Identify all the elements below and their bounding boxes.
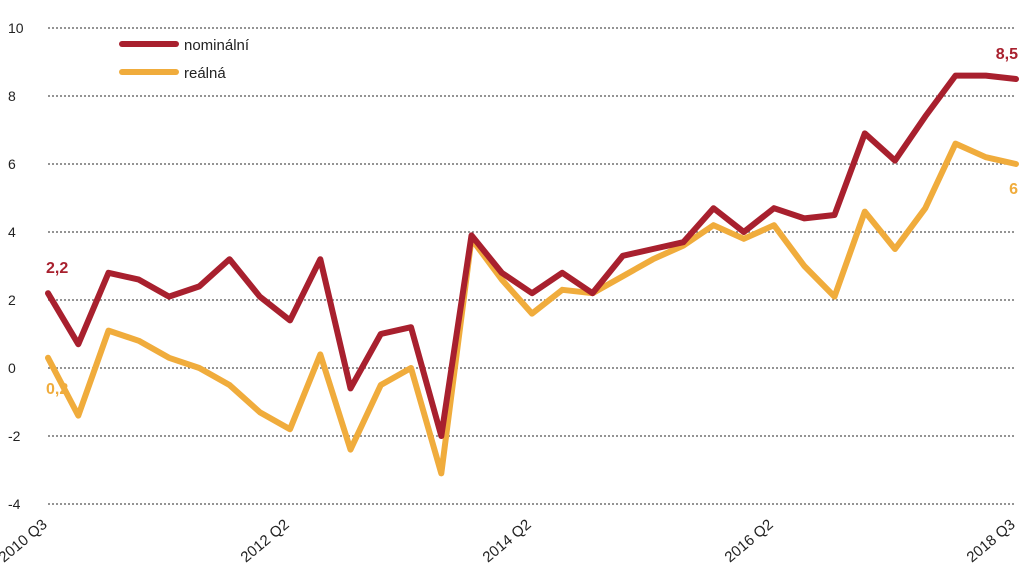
- series-line-nominalni: [45, 72, 1019, 439]
- data-label: 0,2: [46, 381, 68, 398]
- y-tick-label: -4: [8, 496, 21, 512]
- legend-label-nominalni: nominální: [184, 37, 250, 54]
- legend: nominální reálná: [119, 37, 250, 82]
- x-tick-label: 2012 Q2: [238, 516, 293, 566]
- data-labels: 2,2 0,2 8,5 6: [46, 46, 1018, 398]
- y-axis-ticks: -4 -2 0 2 4 6 8 10: [8, 20, 24, 512]
- series-lines: [45, 72, 1019, 477]
- legend-label-realna: reálná: [184, 65, 226, 82]
- y-tick-label: 6: [8, 156, 16, 172]
- x-tick-label: 2018 Q3: [964, 516, 1019, 566]
- x-tick-label: 2014 Q2: [480, 516, 535, 566]
- y-tick-label: 10: [8, 20, 24, 36]
- y-tick-label: 4: [8, 224, 16, 240]
- gridlines: [48, 27, 1016, 505]
- x-tick-label: 2010 Q3: [0, 516, 51, 566]
- series-line-realna: [45, 140, 1019, 477]
- y-tick-label: 0: [8, 360, 16, 376]
- data-label: 8,5: [996, 46, 1018, 63]
- data-label: 6: [1009, 181, 1018, 198]
- x-axis-ticks: 2010 Q3 2012 Q2 2014 Q2 2016 Q2 2018 Q3: [0, 516, 1019, 566]
- x-tick-label: 2016 Q2: [722, 516, 777, 566]
- data-label: 2,2: [46, 260, 68, 277]
- y-tick-label: 8: [8, 88, 16, 104]
- y-tick-label: 2: [8, 292, 16, 308]
- y-tick-label: -2: [8, 428, 21, 444]
